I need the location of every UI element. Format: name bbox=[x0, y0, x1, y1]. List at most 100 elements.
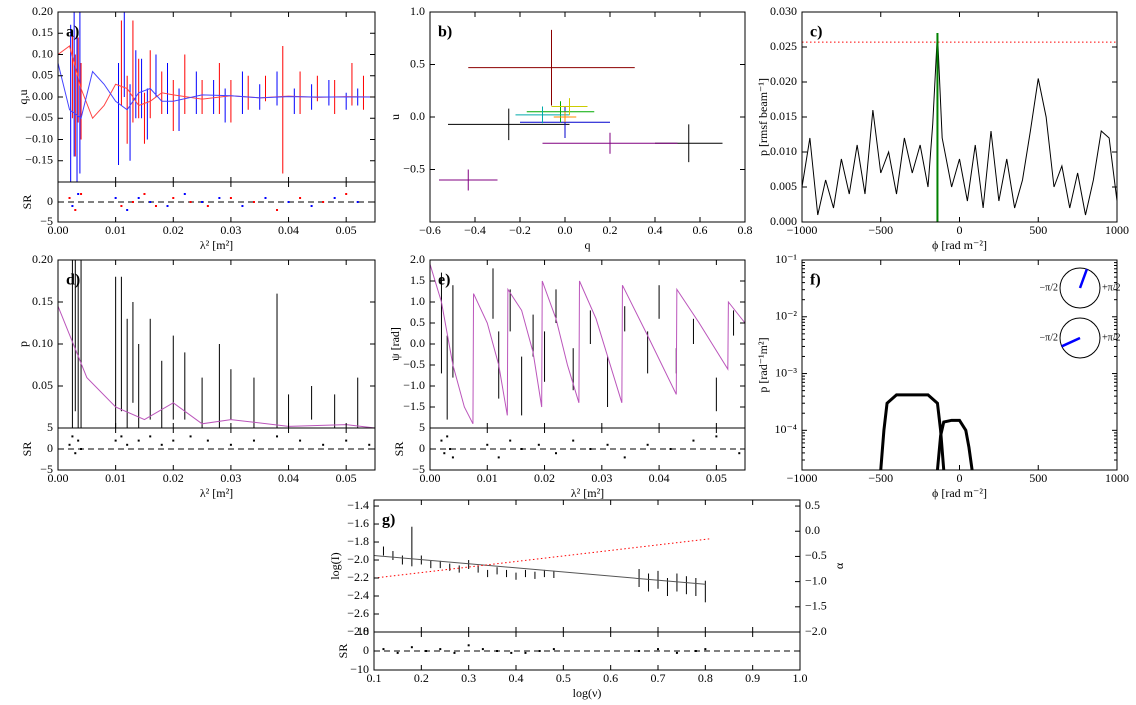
residual-point bbox=[68, 197, 71, 199]
y-tick-label: 0.015 bbox=[770, 109, 797, 123]
y-tick-label: −2.2 bbox=[347, 570, 369, 584]
y-tick-label: 0 bbox=[47, 441, 53, 455]
residual-point bbox=[623, 456, 626, 459]
dial-label-left: −π/2 bbox=[1040, 332, 1058, 343]
residual-point bbox=[425, 650, 428, 652]
residual-point bbox=[704, 648, 707, 651]
x-tick-label: 0.03 bbox=[220, 223, 241, 237]
residual-point bbox=[396, 651, 399, 654]
residual-point bbox=[439, 648, 442, 651]
y-tick-label: −0.05 bbox=[25, 110, 53, 124]
x-tick-label: 0.3 bbox=[461, 671, 476, 685]
residual-point bbox=[74, 452, 77, 455]
x-tick-label: 1000 bbox=[1105, 223, 1129, 237]
x-tick-label: 0.01 bbox=[477, 471, 498, 485]
y-tick-label: 10⁻⁴ bbox=[774, 422, 797, 436]
model-line bbox=[58, 62, 375, 120]
x-tick-label: 0.0 bbox=[558, 223, 573, 237]
x-tick-label: 0.01 bbox=[105, 223, 126, 237]
x-axis-label: log(ν) bbox=[573, 686, 602, 700]
x-tick-label: 0.00 bbox=[420, 471, 441, 485]
x-tick-label: 500 bbox=[1029, 223, 1047, 237]
residual-point bbox=[572, 439, 575, 442]
residual-area bbox=[374, 644, 800, 654]
residual-point bbox=[114, 197, 117, 199]
x-tick-label: 0 bbox=[957, 471, 963, 485]
residual-point bbox=[206, 205, 209, 207]
residual-point bbox=[137, 197, 140, 199]
y-tick-label: −5 bbox=[40, 214, 53, 228]
x-axis-label: q bbox=[585, 238, 591, 252]
x-tick-label: 0 bbox=[957, 223, 963, 237]
y-tick-label: −1.0 bbox=[403, 378, 425, 392]
residual-point bbox=[333, 197, 336, 199]
residual-point bbox=[322, 201, 325, 203]
y-tick-label: 0.15 bbox=[32, 25, 53, 39]
y-tick-label: −2.0 bbox=[347, 552, 369, 566]
residual-point bbox=[638, 650, 641, 652]
residual-point bbox=[555, 452, 557, 455]
y-tick-label: −2.4 bbox=[347, 588, 369, 602]
residual-point bbox=[440, 439, 443, 442]
x-tick-label: 0.04 bbox=[649, 471, 670, 485]
angle-needle bbox=[1078, 268, 1089, 289]
residual-point bbox=[467, 644, 470, 647]
plot-area bbox=[802, 32, 1117, 222]
residual-point bbox=[453, 651, 456, 654]
y-tick-label: 10⁻³ bbox=[775, 365, 797, 379]
residual-point bbox=[166, 205, 169, 207]
residual-point bbox=[694, 650, 697, 652]
angle-needle bbox=[1061, 336, 1081, 348]
y-tick-label: 0.5 bbox=[410, 56, 425, 70]
x-tick-label: 0.7 bbox=[651, 671, 666, 685]
residual-point bbox=[520, 448, 523, 450]
residual-point bbox=[206, 439, 209, 442]
plot-area bbox=[374, 526, 711, 603]
y-tick-label: 0.00 bbox=[32, 89, 53, 103]
x-tick-label: 500 bbox=[1029, 471, 1047, 485]
panel-label: b) bbox=[438, 24, 452, 41]
y-tick-label: 0.05 bbox=[32, 378, 53, 392]
residual-y-label: SR bbox=[392, 442, 406, 457]
residual-point bbox=[510, 651, 513, 654]
residual-point bbox=[299, 197, 302, 199]
x-tick-label: 0.2 bbox=[603, 223, 618, 237]
residual-point bbox=[606, 443, 609, 446]
model-line bbox=[430, 264, 745, 425]
x-tick-label: 0.02 bbox=[163, 471, 184, 485]
residual-point bbox=[589, 448, 592, 450]
x-tick-label: −0.4 bbox=[464, 223, 486, 237]
residual-point bbox=[715, 435, 718, 438]
x-axis-label: ϕ [rad m⁻²] bbox=[932, 486, 987, 500]
residual-point bbox=[149, 201, 152, 203]
y-tick-label: −1.0 bbox=[805, 573, 827, 587]
residual-point bbox=[143, 193, 146, 195]
y-tick-label: 0.5 bbox=[805, 498, 820, 512]
x-tick-label: 0.00 bbox=[48, 471, 69, 485]
residual-point bbox=[382, 648, 385, 651]
residual-point bbox=[74, 209, 77, 211]
plot-area bbox=[58, 260, 375, 428]
y-tick-label: 0.0 bbox=[410, 109, 425, 123]
y-tick-label: 0.0 bbox=[805, 523, 820, 537]
residual-point bbox=[252, 439, 255, 442]
model-line bbox=[879, 393, 946, 470]
x-tick-label: 0.04 bbox=[278, 223, 299, 237]
x-tick-label: 0.9 bbox=[745, 671, 760, 685]
panel-label: d) bbox=[66, 272, 80, 289]
y-tick-label: −2.6 bbox=[347, 606, 369, 620]
residual-point bbox=[80, 448, 83, 450]
x-axis-label: λ² [m²] bbox=[200, 486, 233, 500]
residual-point bbox=[322, 443, 325, 446]
y-tick-label: 2.0 bbox=[410, 252, 425, 266]
residual-area bbox=[58, 435, 375, 455]
y-tick-label: −2.0 bbox=[805, 624, 827, 638]
x-tick-label: 0.05 bbox=[706, 471, 727, 485]
x-tick-label: −1000 bbox=[787, 223, 818, 237]
y-axis-label: log(I) bbox=[328, 552, 342, 579]
residual-point bbox=[241, 205, 244, 207]
y-tick-label: 0.005 bbox=[770, 179, 797, 193]
residual-point bbox=[310, 205, 313, 207]
residual-point bbox=[229, 197, 232, 199]
